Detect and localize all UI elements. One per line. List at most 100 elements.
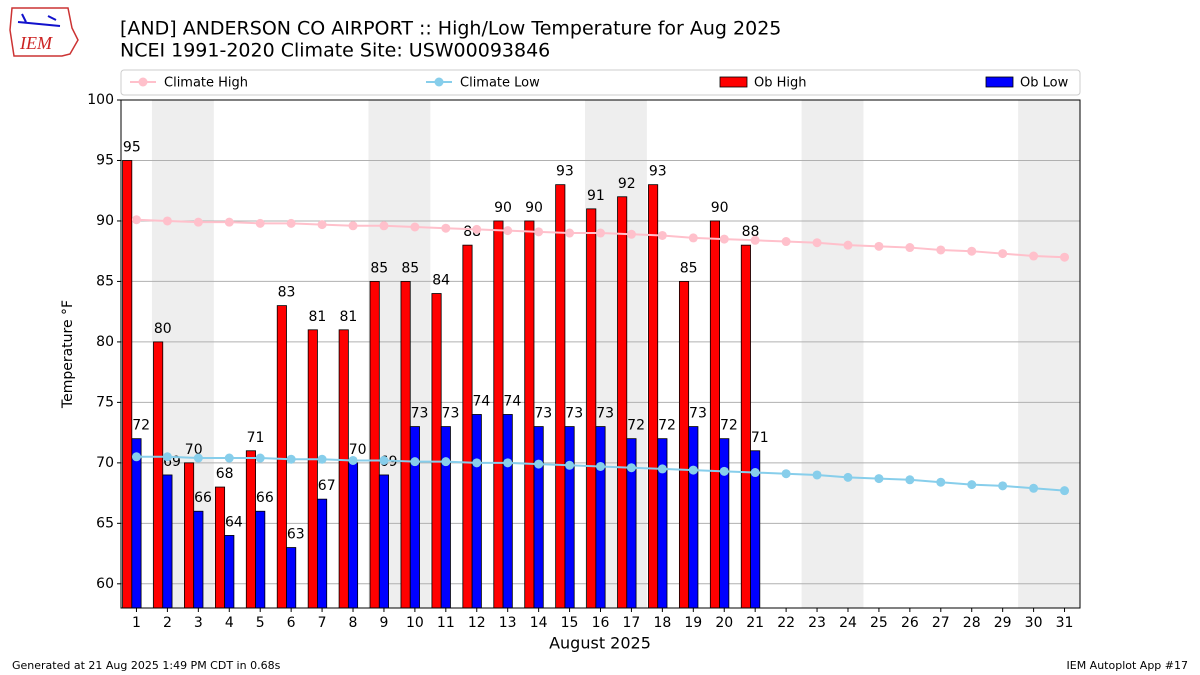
x-tick-label: 3 <box>194 615 203 631</box>
logo-outline <box>9 7 79 57</box>
bar <box>409 426 420 609</box>
x-tick-label: 19 <box>684 615 702 631</box>
x-tick-label: 24 <box>839 615 857 631</box>
bar <box>338 329 349 609</box>
line-marker <box>379 221 389 231</box>
bar-label: 74 <box>503 393 521 409</box>
x-tick-label: 18 <box>653 615 671 631</box>
bar <box>440 426 451 609</box>
x-tick-label: 12 <box>468 615 486 631</box>
bar-label: 91 <box>587 188 605 204</box>
bar <box>524 220 535 609</box>
bar <box>533 426 544 609</box>
line-marker <box>255 453 265 463</box>
line-marker <box>936 245 946 255</box>
x-axis-label: August 2025 <box>549 634 651 653</box>
x-tick-label: 6 <box>287 615 296 631</box>
bar-label: 83 <box>278 285 296 301</box>
line-marker <box>317 454 327 464</box>
bar-label: 73 <box>411 406 429 422</box>
bar-label: 63 <box>287 527 305 543</box>
line-marker <box>967 246 977 256</box>
x-tick-label: 10 <box>406 615 424 631</box>
logo-text: IEM <box>19 33 53 53</box>
x-tick-label: 22 <box>777 615 795 631</box>
line-marker <box>410 457 420 467</box>
bar <box>719 438 730 609</box>
bar <box>400 281 411 609</box>
x-tick-label: 8 <box>349 615 358 631</box>
bar-label: 85 <box>401 260 419 276</box>
bar-label: 93 <box>556 164 574 180</box>
footer-right: IEM Autoplot App #17 <box>1067 659 1189 672</box>
bar <box>369 281 380 609</box>
line-marker <box>781 237 791 247</box>
line-marker <box>812 238 822 248</box>
bar <box>709 220 721 609</box>
x-tick-label: 7 <box>318 615 327 631</box>
bar-label: 68 <box>216 466 234 482</box>
legend-box <box>120 69 1081 96</box>
bar-label: 72 <box>720 418 738 434</box>
line-marker <box>905 475 915 485</box>
bar-label: 90 <box>494 200 512 216</box>
line-marker <box>131 452 141 462</box>
bar-label: 71 <box>751 430 769 446</box>
bar-label: 80 <box>154 321 172 337</box>
x-tick-label: 16 <box>592 615 610 631</box>
y-tick-label: 90 <box>96 213 114 229</box>
bar <box>307 329 318 609</box>
y-tick-label: 80 <box>96 334 114 350</box>
line-marker <box>1029 251 1039 261</box>
y-tick-label: 85 <box>96 273 114 289</box>
line-marker <box>286 454 296 464</box>
plot-frame <box>120 99 1081 609</box>
x-tick-label: 26 <box>901 615 919 631</box>
bar <box>502 414 513 609</box>
y-tick-label: 95 <box>96 152 114 168</box>
bar-label: 85 <box>680 260 698 276</box>
legend-swatch <box>985 76 1014 88</box>
bar <box>347 462 359 609</box>
line-marker <box>596 461 605 471</box>
line-marker <box>1060 252 1070 262</box>
line-marker <box>688 233 698 243</box>
x-tick-label: 23 <box>808 615 826 631</box>
bar-label: 84 <box>432 273 450 289</box>
x-tick-label: 29 <box>994 615 1012 631</box>
bar <box>255 510 266 609</box>
line-marker <box>843 240 853 250</box>
bar <box>471 414 482 609</box>
x-tick-label: 5 <box>256 615 265 631</box>
weekend-shade <box>801 100 864 608</box>
line-marker <box>936 477 946 487</box>
line-marker <box>286 218 296 228</box>
bar-label: 64 <box>225 514 243 530</box>
bar <box>193 510 204 609</box>
line-marker <box>874 241 884 251</box>
line-marker <box>472 224 482 234</box>
x-tick-label: 27 <box>932 615 950 631</box>
line-marker <box>565 228 575 238</box>
x-tick-label: 9 <box>379 615 388 631</box>
x-tick-label: 13 <box>499 615 517 631</box>
bar-label: 74 <box>472 393 490 409</box>
bar <box>657 438 668 609</box>
x-tick-label: 2 <box>163 615 172 631</box>
line-marker <box>626 229 636 239</box>
bar-label: 92 <box>618 176 636 192</box>
line-marker <box>812 470 822 480</box>
line-marker <box>410 222 420 232</box>
line-marker <box>905 243 915 253</box>
legend-label: Ob High <box>754 76 807 91</box>
line-marker <box>317 220 327 230</box>
line-marker <box>162 452 172 462</box>
line-marker <box>781 469 791 479</box>
line-marker <box>534 227 544 237</box>
bar-label: 90 <box>711 200 729 216</box>
bar <box>245 450 256 609</box>
line-marker <box>657 230 667 240</box>
logo: IEM <box>9 7 79 57</box>
bar-label: 73 <box>565 406 583 422</box>
